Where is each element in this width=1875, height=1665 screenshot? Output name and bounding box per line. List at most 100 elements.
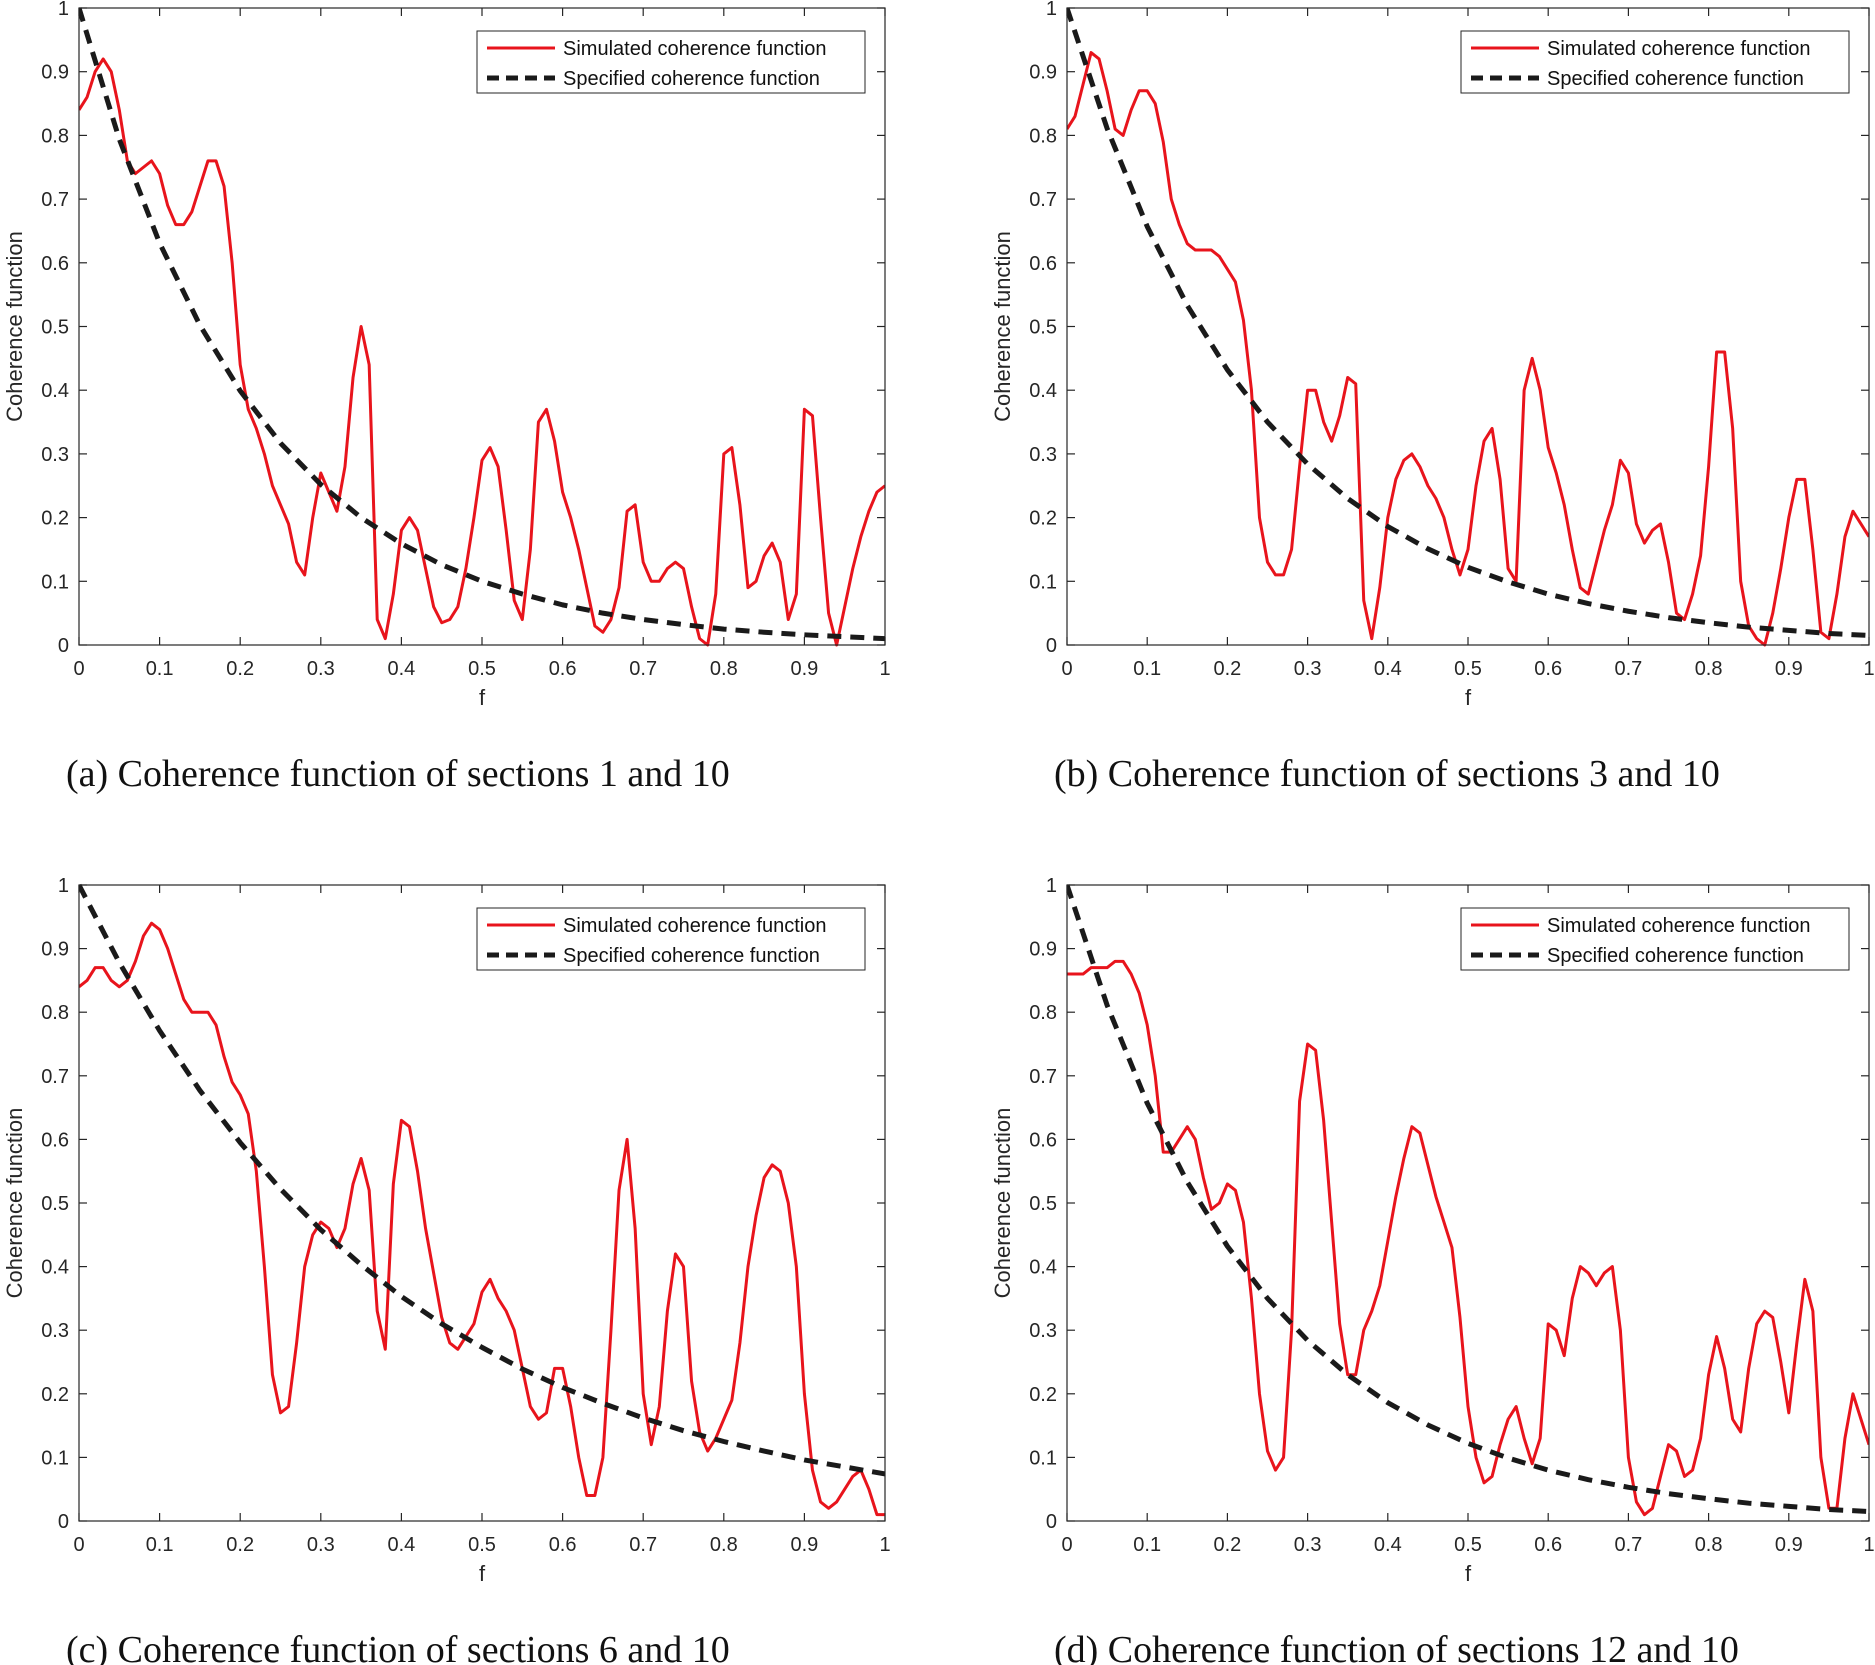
axes-box [1066,7,1870,646]
y-tick-label: 0.6 [1029,1129,1057,1151]
x-tick-label: 0.7 [629,1534,657,1556]
axes-box [78,7,886,646]
x-tick-label: 0.6 [549,658,577,680]
y-tick-label: 0.4 [1029,380,1057,402]
x-tick-label: 0.3 [307,658,335,680]
caption: (d) Coherence function of sections 12 an… [1054,1629,1739,1665]
x-tick-label: 0.1 [146,658,174,680]
y-tick-label: 0.2 [1029,508,1057,530]
y-tick-label: 0.7 [1029,1066,1057,1088]
y-tick-label: 0.8 [41,125,69,147]
y-tick-label: 0.8 [41,1002,69,1024]
y-tick-label: 0.3 [41,444,69,466]
y-tick-label: 0.6 [41,253,69,275]
x-tick-label: 0.8 [1695,1534,1723,1556]
series-line [79,921,885,1517]
x-tick-label: 0 [73,658,84,680]
x-tick-label: 1 [1863,1534,1874,1556]
y-tick-label: 0.9 [1029,939,1057,961]
y-tick-label: 0.7 [1029,189,1057,211]
legend-box [476,30,866,94]
x-tick-label: 0.4 [1374,658,1402,680]
legend-label: Simulated coherence function [1547,38,1811,60]
chart-panel: 0 0.1 0.2 0.3 0.4 0.5 0.6 0.7 0.8 0.9 1 0 0.1 0.2 0.3 0… [2,0,891,795]
legend-label: Simulated coherence function [1547,915,1811,937]
x-tick-label: 0.6 [1534,1534,1562,1556]
x-tick-label: 0.9 [790,658,818,680]
x-tick-label: 0.8 [710,658,738,680]
legend-box [1460,30,1850,94]
x-axis-label: f [479,1561,486,1586]
series-line [1067,51,1869,647]
x-tick-label: 0.5 [1454,658,1482,680]
x-axis-label: f [479,685,486,710]
x-tick-label: 0.2 [226,658,254,680]
x-tick-label: 0.2 [1213,1534,1241,1556]
x-tick-label: 0.9 [1775,658,1803,680]
x-tick-label: 0.5 [468,1534,496,1556]
series-line [1067,884,1869,1514]
y-tick-label: 0.5 [41,317,69,339]
y-tick-label: 0.5 [41,1193,69,1215]
caption: (c) Coherence function of sections 6 and… [66,1629,730,1665]
y-tick-label: 0.6 [41,1129,69,1151]
x-axis-label: f [1465,1561,1472,1586]
legend-box [1460,907,1850,971]
x-tick-label: 0.7 [1614,658,1642,680]
x-tick-label: 0.2 [1213,658,1241,680]
x-tick-label: 1 [879,1534,890,1556]
x-tick-label: 1 [879,658,890,680]
y-tick-label: 0.3 [41,1320,69,1342]
x-tick-label: 0.7 [1614,1534,1642,1556]
legend-label: Specified coherence function [1547,68,1804,90]
y-tick-label: 0 [1046,635,1057,657]
axes-box [1066,884,1870,1522]
y-tick-label: 0.1 [1029,1447,1057,1469]
x-tick-label: 0.2 [226,1534,254,1556]
x-tick-label: 0 [1061,658,1072,680]
x-tick-label: 0.5 [468,658,496,680]
x-tick-label: 0.4 [387,1534,415,1556]
chart-panel: 0 0.1 0.2 0.3 0.4 0.5 0.6 0.7 0.8 0.9 1 0 0.1 0.2 0.3 0… [990,875,1875,1665]
y-tick-label: 0.4 [41,1257,69,1279]
y-tick-label: 1 [58,0,69,20]
y-axis-label: Coherence function [2,231,27,422]
y-tick-label: 0.3 [1029,1320,1057,1342]
x-tick-label: 0.8 [1695,658,1723,680]
x-tick-label: 0.4 [1374,1534,1402,1556]
legend-box [476,907,866,971]
x-tick-label: 0.1 [146,1534,174,1556]
caption: (b) Coherence function of sections 3 and… [1054,753,1720,795]
series-line [1067,959,1869,1517]
plot-area [79,885,885,1521]
y-tick-label: 0.2 [1029,1384,1057,1406]
y-tick-label: 0.7 [41,189,69,211]
x-tick-label: 0.3 [307,1534,335,1556]
y-axis-label: Coherence function [2,1108,27,1299]
y-tick-label: 0.4 [1029,1257,1057,1279]
y-tick-label: 1 [58,875,69,897]
legend-label: Specified coherence function [563,68,820,90]
x-tick-label: 0.7 [629,658,657,680]
x-tick-label: 0.6 [549,1534,577,1556]
legend-label: Specified coherence function [563,945,820,967]
caption: (a) Coherence function of sections 1 and… [66,753,730,795]
x-tick-label: 0.1 [1133,658,1161,680]
y-tick-label: 0.1 [1029,571,1057,593]
legend-label: Simulated coherence function [563,915,827,937]
y-tick-label: 0.1 [41,1447,69,1469]
series-line [79,57,885,647]
y-tick-label: 0 [1046,1511,1057,1533]
plot-area [79,8,885,645]
y-tick-label: 0.2 [41,1384,69,1406]
x-tick-label: 0 [1061,1534,1072,1556]
chart-panel: 0 0.1 0.2 0.3 0.4 0.5 0.6 0.7 0.8 0.9 1 0 0.1 0.2 0.3 0… [990,0,1875,795]
x-tick-label: 0.5 [1454,1534,1482,1556]
x-tick-label: 0.6 [1534,658,1562,680]
axes-box [78,884,886,1522]
x-tick-label: 0.3 [1294,1534,1322,1556]
x-tick-label: 0.3 [1294,658,1322,680]
y-tick-label: 0.5 [1029,317,1057,339]
